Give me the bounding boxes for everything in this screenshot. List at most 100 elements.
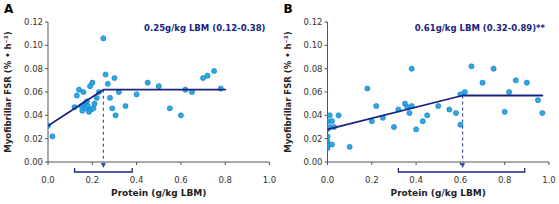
annotation: 0.61g/kg LBM (0.32-0.89)** [415, 23, 546, 33]
y-tick [325, 68, 328, 69]
breakpoint-arrow [101, 163, 106, 168]
y-tick [45, 45, 48, 46]
x-axis-label: Protein (g/kg LBM) [111, 188, 206, 198]
scatter-point [90, 80, 95, 85]
y-tick [45, 115, 48, 116]
y-tick [325, 138, 328, 139]
y-tick-label: 0.02 [304, 134, 323, 144]
x-tick-label: 0.8 [218, 175, 232, 185]
plot-area [328, 64, 545, 162]
y-tick-label: 0.04 [24, 110, 43, 120]
scatter-point [462, 89, 467, 94]
scatter-point [123, 103, 128, 108]
x-tick [136, 162, 137, 165]
scatter-point [110, 106, 115, 111]
scatter-point [336, 113, 341, 118]
breakpoint-arrow [460, 163, 465, 168]
scatter-point [74, 93, 79, 98]
scatter-point [134, 92, 139, 97]
scatter-point [347, 144, 352, 149]
scatter-point [167, 106, 172, 111]
scatter-point [112, 75, 117, 80]
scatter-point [540, 110, 545, 115]
y-axis-label: Myofibrillar FSR (% • h⁻¹) [3, 31, 13, 152]
y-tick-label: 0.10 [304, 40, 323, 50]
scatter-point [328, 134, 331, 139]
scatter-point [92, 101, 97, 106]
x-tick [504, 162, 505, 165]
scatter-point [178, 113, 183, 118]
scatter-point [391, 124, 396, 129]
y-tick [325, 162, 328, 163]
scatter-point [480, 80, 485, 85]
panel-label: B [284, 2, 293, 16]
fit-line [328, 96, 543, 130]
y-tick [325, 22, 328, 23]
y-tick-label: 0.08 [304, 64, 323, 74]
x-tick [416, 162, 417, 165]
scatter-point [414, 127, 419, 132]
x-tick-label: 0.4 [130, 175, 144, 185]
scatter-point [407, 110, 412, 115]
y-tick [45, 162, 48, 163]
y-tick-label: 0.08 [24, 64, 43, 74]
scatter-point [145, 80, 150, 85]
y-tick [325, 45, 328, 46]
scatter-point [156, 84, 161, 89]
x-tick-label: 0.2 [86, 175, 100, 185]
scatter-point [328, 113, 333, 118]
y-tick-label: 0.02 [24, 134, 43, 144]
scatter-point [365, 86, 370, 91]
x-axis-line [328, 162, 550, 163]
x-tick [549, 162, 550, 165]
x-tick [92, 162, 93, 165]
scatter-point [420, 119, 425, 124]
breakpoint-line [103, 90, 104, 162]
y-tick [325, 92, 328, 93]
scatter-point [507, 89, 512, 94]
panel-label: A [4, 2, 14, 16]
scatter-point [453, 110, 458, 115]
x-tick [371, 162, 372, 165]
scatter-point [212, 68, 217, 73]
scatter-point [513, 78, 518, 83]
y-tick-label: 0.00 [24, 157, 43, 167]
scatter-point [469, 64, 474, 69]
scatter-point [535, 98, 540, 103]
y-tick [45, 22, 48, 23]
panel: 0.00.20.40.60.81.00.000.020.040.060.080.… [283, 2, 556, 198]
y-tick-label: 0.06 [24, 87, 43, 97]
breakpoint-line [462, 96, 463, 163]
scatter-point [329, 142, 334, 147]
scatter-point [409, 66, 414, 71]
y-tick-label: 0.12 [24, 17, 43, 27]
plot-area [48, 36, 225, 162]
x-tick-label: 0.8 [498, 175, 512, 185]
y-tick-label: 0.10 [24, 40, 43, 50]
scatter-point [374, 103, 379, 108]
scatter-point [329, 119, 334, 124]
x-tick-label: 1.0 [263, 175, 277, 185]
annotation: 0.25g/kg LBM (0.12-0.38) [144, 23, 266, 33]
scatter-point [113, 113, 118, 118]
x-tick-label: 0.0 [321, 175, 335, 185]
x-tick [180, 162, 181, 165]
x-tick-label: 0.0 [41, 175, 55, 185]
scatter-point [105, 81, 110, 86]
x-tick [225, 162, 226, 165]
scatter-point [50, 134, 55, 139]
y-tick [45, 138, 48, 139]
y-tick-label: 0.04 [304, 110, 323, 120]
x-tick-label: 1.0 [542, 175, 556, 185]
x-axis-label: Protein (g/kg LBM) [391, 188, 486, 198]
panel: 0.00.20.40.60.81.00.000.020.040.060.080.… [3, 2, 276, 198]
ci-bracket [75, 168, 133, 172]
scatter-point [205, 73, 210, 78]
y-axis-label: Myofibrillar FSR (% • h⁻¹) [283, 31, 293, 152]
y-tick [325, 115, 328, 116]
x-tick [269, 162, 270, 165]
scatter-point [103, 72, 108, 77]
ci-bracket [398, 168, 524, 172]
scatter-point [425, 113, 430, 118]
scatter-point [107, 95, 112, 100]
